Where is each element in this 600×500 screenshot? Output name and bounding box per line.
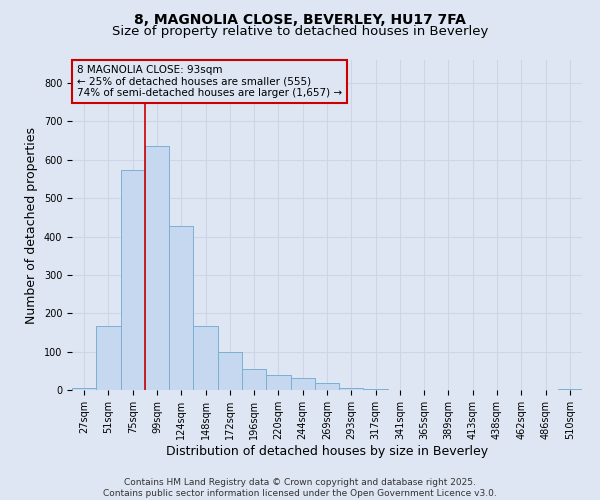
Bar [72, 388, 96, 390]
Text: Contains HM Land Registry data © Crown copyright and database right 2025.
Contai: Contains HM Land Registry data © Crown c… [103, 478, 497, 498]
Text: 8, MAGNOLIA CLOSE, BEVERLEY, HU17 7FA: 8, MAGNOLIA CLOSE, BEVERLEY, HU17 7FA [134, 12, 466, 26]
Bar [218, 352, 242, 390]
Bar [121, 170, 145, 390]
Bar [169, 226, 193, 390]
Text: Size of property relative to detached houses in Beverley: Size of property relative to detached ho… [112, 25, 488, 38]
Bar [242, 369, 266, 390]
Bar [290, 378, 315, 390]
Y-axis label: Number of detached properties: Number of detached properties [25, 126, 38, 324]
Text: 8 MAGNOLIA CLOSE: 93sqm
← 25% of detached houses are smaller (555)
74% of semi-d: 8 MAGNOLIA CLOSE: 93sqm ← 25% of detache… [77, 65, 342, 98]
Bar [364, 389, 388, 390]
Bar [339, 388, 364, 390]
Bar [96, 326, 121, 390]
Bar [145, 146, 169, 390]
X-axis label: Distribution of detached houses by size in Beverley: Distribution of detached houses by size … [166, 444, 488, 458]
Bar [266, 374, 290, 390]
Bar [315, 383, 339, 390]
Bar [193, 326, 218, 390]
Bar [558, 389, 582, 390]
